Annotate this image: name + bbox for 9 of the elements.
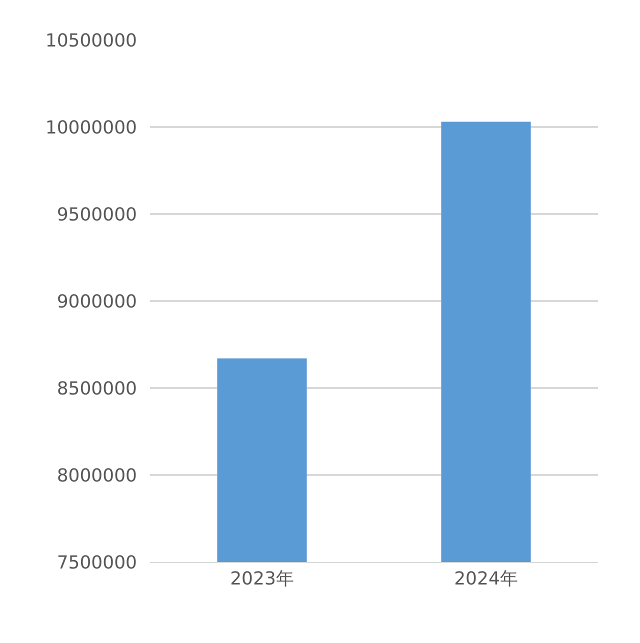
y-tick-label: 10500000 xyxy=(45,30,137,52)
y-tick-label: 9500000 xyxy=(56,204,137,226)
x-tick-label: 2024年 xyxy=(454,568,518,590)
y-tick-label: 9000000 xyxy=(56,291,137,312)
y-tick-label: 7500000 xyxy=(56,552,137,574)
x-tick-label: 2023年 xyxy=(230,568,294,590)
y-tick-label: 10000000 xyxy=(45,117,137,138)
y-tick-label: 8000000 xyxy=(56,465,137,486)
y-tick-label: 8500000 xyxy=(56,378,137,400)
